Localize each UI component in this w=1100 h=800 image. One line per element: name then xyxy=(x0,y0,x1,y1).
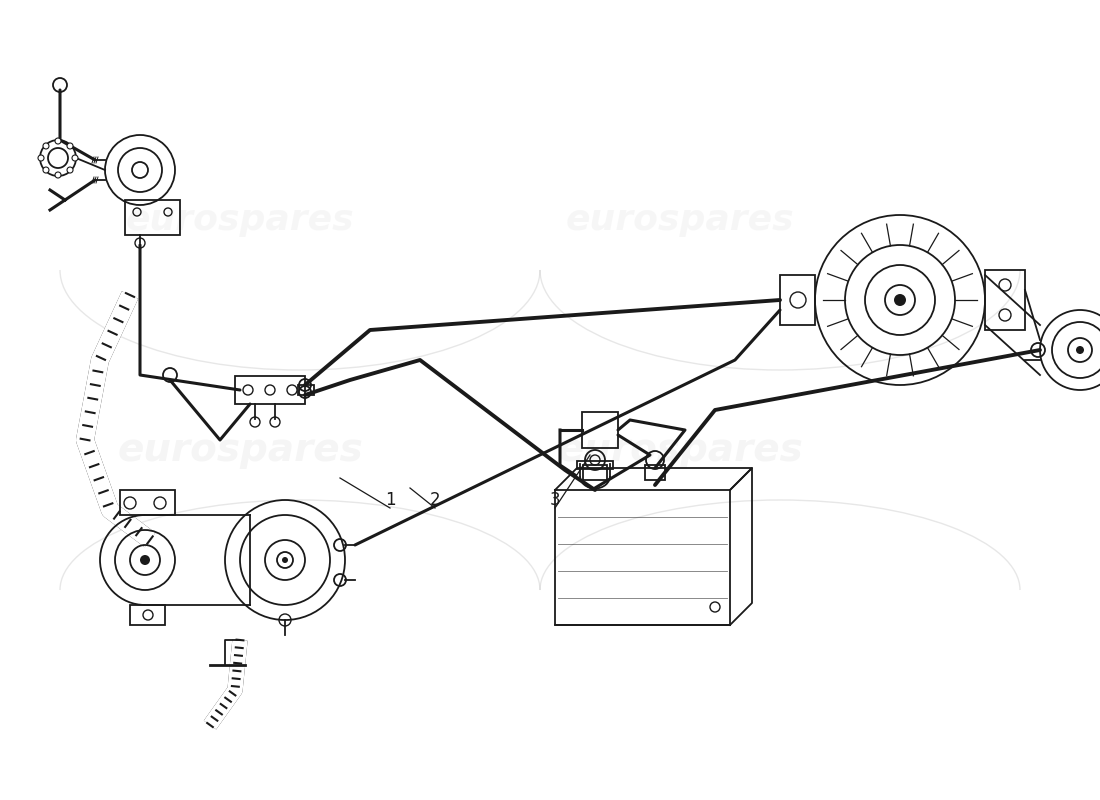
Circle shape xyxy=(43,167,50,173)
Circle shape xyxy=(282,557,288,563)
Circle shape xyxy=(55,138,60,144)
Bar xyxy=(125,200,180,235)
Circle shape xyxy=(140,555,150,565)
Text: 2: 2 xyxy=(430,491,440,509)
Text: 3: 3 xyxy=(550,491,560,509)
Bar xyxy=(120,490,175,515)
Bar xyxy=(130,605,165,625)
Text: 1: 1 xyxy=(385,491,395,509)
Circle shape xyxy=(43,143,50,149)
Circle shape xyxy=(894,294,906,306)
Bar xyxy=(298,385,314,395)
Circle shape xyxy=(72,155,78,161)
Bar xyxy=(780,275,815,325)
Bar xyxy=(578,461,613,469)
Circle shape xyxy=(67,143,73,149)
Text: eurospares: eurospares xyxy=(565,203,794,237)
Text: eurospares: eurospares xyxy=(125,203,354,237)
Text: eurospares: eurospares xyxy=(557,431,803,469)
Circle shape xyxy=(55,172,60,178)
Bar xyxy=(984,270,1025,330)
Bar xyxy=(645,465,665,480)
Text: eurospares: eurospares xyxy=(117,431,363,469)
Circle shape xyxy=(67,167,73,173)
Circle shape xyxy=(39,155,44,161)
Circle shape xyxy=(1076,346,1084,354)
Bar xyxy=(583,465,607,480)
Bar xyxy=(235,376,305,404)
Bar xyxy=(582,412,618,448)
